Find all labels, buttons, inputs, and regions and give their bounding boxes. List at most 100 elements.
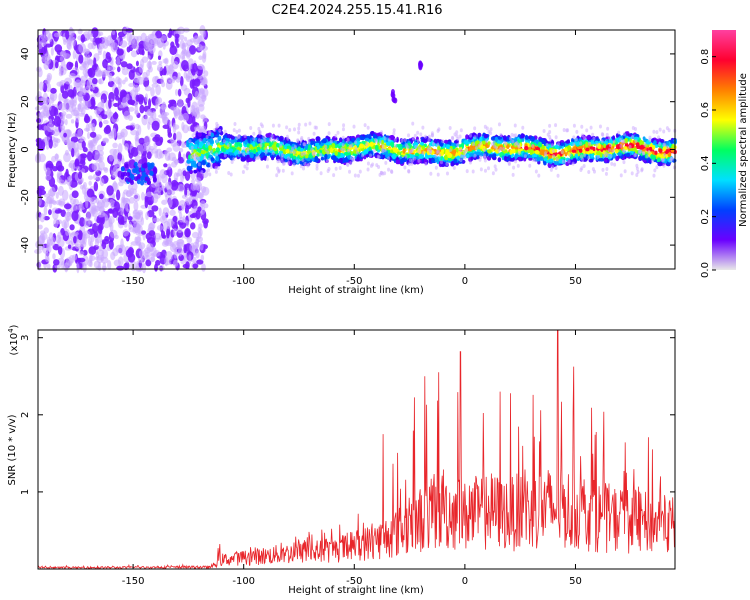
spectrogram-noise-speck [117, 214, 125, 225]
spectrogram-noise-speck [112, 180, 118, 191]
spectrogram-halo-speck [349, 161, 353, 166]
spectrogram-noise-speck [82, 181, 87, 190]
spectrogram-noise-speck [130, 50, 138, 58]
spectrogram-patch-speck [141, 163, 146, 169]
spectrogram-noise-speck [99, 205, 105, 214]
spectrogram-signal-speck [560, 142, 564, 147]
spectrogram-noise-speck [112, 207, 119, 219]
spectrogram-halo-speck [437, 127, 441, 132]
spectrogram-noise-speck [78, 43, 87, 54]
spectrogram-signal-speck [578, 148, 583, 153]
spectrogram-halo-speck [206, 141, 210, 146]
spectrogram-noise-speck [180, 59, 189, 71]
spectrogram-noise-speck [84, 72, 89, 78]
spectrogram-halo-speck [485, 139, 489, 144]
spectrogram-noise-speck [173, 249, 178, 259]
spectrogram-noise-speck [64, 211, 72, 222]
spectrogram-halo-speck [387, 137, 391, 142]
spectrogram-signal-speck [402, 148, 406, 154]
spectrogram-halo-speck [403, 165, 407, 170]
spectrogram-noise-speck [138, 43, 144, 55]
spectrogram-noise-speck [176, 239, 185, 245]
spectrogram-halo-speck [356, 173, 360, 178]
spectrogram-noise-speck [83, 217, 91, 229]
spectrogram-noise-speck [189, 222, 196, 230]
spectrogram-halo-speck [303, 162, 307, 167]
spectrogram-signal-speck [603, 143, 607, 149]
spectrogram-patch-speck [132, 168, 137, 174]
spectrogram-noise-speck [112, 142, 118, 149]
spectrogram-noise-speck [116, 265, 125, 271]
spectrogram-noise-speck [110, 60, 114, 67]
spectrogram-signal-speck [242, 156, 247, 162]
spectrogram-noise-speck [102, 50, 107, 61]
spectrogram-halo-speck [307, 136, 311, 141]
spectrogram-noise-speck [55, 191, 59, 199]
spectrogram-signal-speck [612, 135, 616, 141]
spectrogram-halo-speck [462, 154, 466, 159]
spectrogram-signal-speck [529, 149, 534, 154]
spectrogram-noise-speck [54, 44, 63, 53]
spectrogram-noise-speck [63, 203, 72, 210]
spectrogram-noise-speck [183, 243, 187, 254]
spectrogram-noise-speck [148, 98, 152, 109]
spectrogram-halo-speck [269, 147, 273, 152]
spectrogram-noise-speck [170, 55, 175, 66]
spectrogram-halo-speck [195, 154, 199, 159]
spectrogram-noise-speck [146, 243, 154, 252]
spectrogram-noise-speck [127, 99, 136, 105]
spectrogram-halo-speck [383, 148, 387, 153]
spectrogram-halo-speck [223, 129, 227, 134]
spectrogram-halo-speck [193, 126, 197, 131]
spectrogram-signal-speck [488, 154, 493, 158]
spectrogram-signal-speck [219, 153, 224, 159]
spectrogram-halo-speck [483, 168, 487, 173]
x-tick-label: 50 [569, 576, 582, 587]
spectrogram-noise-speck [146, 151, 152, 160]
spectrogram-halo-speck [548, 123, 552, 128]
spectrogram-noise-speck [191, 115, 196, 126]
spectrogram-halo-speck [619, 143, 623, 148]
spectrogram-halo-speck [308, 121, 312, 126]
spectrogram-halo-speck [215, 139, 219, 144]
spectrogram-halo-speck [297, 130, 301, 135]
spectrogram-signal-speck [452, 151, 456, 157]
spectrogram-halo-speck [465, 148, 469, 153]
spectrogram-halo-speck [622, 132, 626, 137]
spectrogram-noise-speck [188, 45, 197, 55]
spectrogram-noise-speck [173, 172, 179, 182]
spectrogram-halo-speck [511, 172, 515, 177]
spectrogram-noise-speck [80, 34, 86, 43]
spectrogram-halo-speck [277, 123, 281, 128]
snr-y-ticks: 123 [20, 335, 675, 495]
spectrogram-halo-speck [315, 166, 319, 171]
spectrogram-patch-speck [134, 176, 139, 182]
spectrogram-noise-speck [179, 147, 184, 153]
spectrogram-noise-speck [135, 222, 140, 231]
spectrogram-noise-speck [203, 70, 209, 77]
spectrogram-patch-speck [140, 175, 145, 181]
spectrogram-signal-speck [315, 136, 320, 142]
spectrogram-halo-speck [417, 158, 421, 163]
spectrogram-noise-speck [77, 28, 83, 35]
spectrogram-signal-speck [468, 146, 473, 152]
spectrogram-noise-speck [191, 78, 196, 89]
spectrogram-halo-speck [430, 133, 434, 138]
spectrogram-halo-speck [354, 140, 358, 145]
spectrogram-halo-speck [392, 128, 396, 133]
spectrogram-halo-speck [459, 148, 463, 153]
spectrogram-noise-speck [196, 259, 204, 265]
spectrogram-noise-speck [38, 153, 46, 163]
spectrogram-noise-speck [100, 256, 109, 264]
spectrogram-noise-speck [112, 166, 118, 176]
spectrogram-halo-speck [628, 144, 632, 149]
spectrogram-noise-speck [156, 225, 164, 231]
spectrogram-signal-speck [314, 142, 320, 147]
spectrogram-signal-speck [252, 141, 256, 148]
spectrogram-halo-speck [218, 128, 222, 133]
spectrogram-halo-speck [232, 128, 236, 133]
spectrogram-halo-speck [660, 158, 664, 163]
spectrogram-noise-speck [147, 121, 151, 131]
spectrogram-halo-speck [429, 148, 433, 153]
spectrogram-signal-speck [297, 146, 302, 152]
